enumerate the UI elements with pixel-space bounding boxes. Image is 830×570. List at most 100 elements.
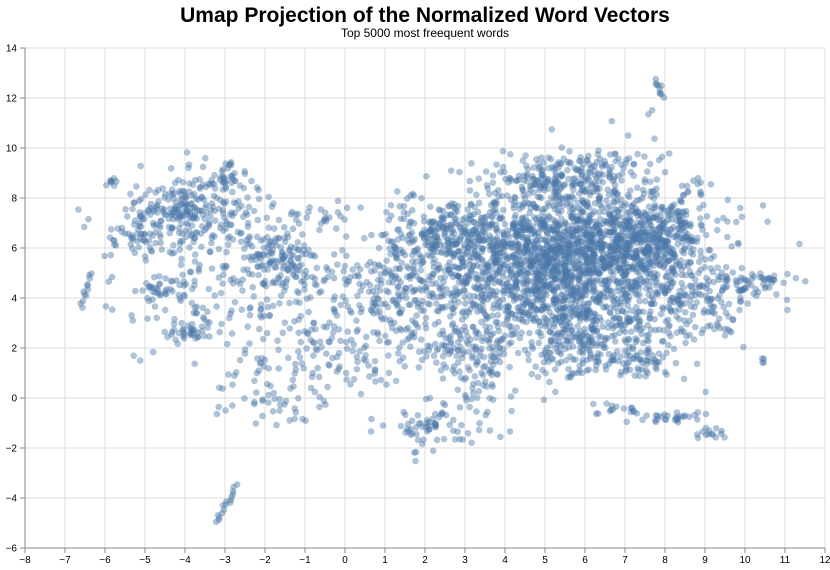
- data-point: [587, 352, 594, 359]
- data-point: [607, 151, 614, 158]
- data-point: [401, 363, 409, 370]
- data-point: [523, 244, 530, 252]
- data-point: [574, 216, 582, 224]
- data-point: [724, 276, 731, 283]
- data-point: [682, 299, 689, 307]
- data-point: [621, 297, 629, 305]
- data-point: [667, 308, 675, 315]
- data-point: [555, 244, 563, 252]
- data-point: [552, 227, 559, 235]
- data-point: [654, 291, 661, 298]
- data-point: [490, 301, 498, 308]
- data-point: [476, 348, 484, 356]
- data-point: [513, 242, 520, 249]
- data-point: [627, 227, 635, 235]
- data-point: [604, 186, 611, 193]
- data-point: [542, 263, 550, 270]
- data-point: [491, 189, 499, 197]
- data-point: [610, 297, 618, 305]
- data-point: [556, 197, 563, 204]
- data-point: [457, 374, 465, 382]
- chart-title: Umap Projection of the Normalized Word V…: [180, 4, 670, 27]
- data-point: [570, 252, 577, 259]
- data-point: [251, 400, 258, 408]
- data-point: [161, 287, 169, 295]
- data-point: [544, 273, 552, 281]
- data-point: [784, 306, 791, 314]
- data-point: [640, 262, 648, 269]
- data-point: [128, 232, 136, 239]
- data-point: [440, 435, 448, 443]
- data-point: [645, 273, 653, 281]
- data-point: [245, 235, 253, 242]
- data-point: [466, 292, 473, 299]
- data-point: [636, 291, 643, 299]
- data-point: [561, 312, 569, 320]
- data-point: [583, 367, 591, 374]
- data-point: [557, 231, 564, 238]
- data-point: [549, 262, 557, 270]
- data-point: [738, 264, 746, 272]
- data-point: [450, 252, 458, 260]
- data-point: [645, 229, 652, 237]
- data-point: [149, 219, 157, 227]
- data-point: [456, 404, 464, 411]
- data-point: [475, 388, 483, 395]
- data-point: [630, 160, 638, 168]
- data-point: [567, 242, 574, 249]
- data-point: [624, 278, 632, 286]
- data-point: [600, 289, 607, 297]
- data-point: [474, 234, 482, 241]
- data-point: [216, 328, 223, 336]
- data-point: [618, 201, 625, 209]
- data-point: [176, 188, 183, 195]
- data-point: [583, 203, 591, 210]
- data-point: [432, 241, 439, 248]
- data-point: [534, 274, 541, 281]
- data-point: [377, 376, 385, 384]
- data-point: [412, 457, 419, 465]
- data-point: [574, 287, 581, 295]
- data-point: [541, 347, 549, 355]
- data-point: [578, 332, 586, 340]
- data-point: [526, 256, 534, 264]
- data-point: [475, 175, 483, 182]
- data-point: [615, 155, 622, 163]
- data-point: [638, 213, 646, 221]
- data-point: [294, 210, 302, 218]
- data-point: [619, 255, 626, 263]
- data-point: [599, 233, 606, 240]
- data-point: [300, 246, 308, 254]
- data-point: [565, 273, 573, 281]
- data-point: [653, 176, 661, 183]
- data-point: [569, 232, 577, 239]
- data-point: [371, 366, 379, 373]
- data-point: [346, 307, 354, 315]
- data-point: [271, 395, 278, 403]
- data-point: [544, 282, 551, 290]
- data-point: [653, 185, 660, 192]
- data-point: [523, 173, 531, 180]
- data-point: [606, 277, 613, 285]
- data-point: [660, 327, 667, 334]
- data-point: [286, 325, 294, 332]
- y-tick-label: −2: [6, 444, 18, 455]
- data-point: [494, 242, 501, 250]
- data-point: [592, 185, 600, 193]
- data-point: [524, 166, 532, 173]
- data-point: [622, 250, 630, 257]
- data-point: [640, 278, 647, 286]
- data-point: [473, 262, 481, 269]
- data-point: [636, 326, 644, 334]
- data-point: [534, 297, 541, 304]
- data-point: [186, 268, 194, 276]
- data-point: [583, 282, 590, 289]
- data-point: [671, 251, 679, 259]
- data-point: [618, 236, 626, 244]
- data-point: [574, 323, 581, 330]
- data-point: [568, 232, 576, 240]
- data-point: [504, 304, 512, 311]
- data-point: [177, 261, 185, 269]
- data-point: [672, 258, 680, 265]
- data-point: [429, 218, 436, 226]
